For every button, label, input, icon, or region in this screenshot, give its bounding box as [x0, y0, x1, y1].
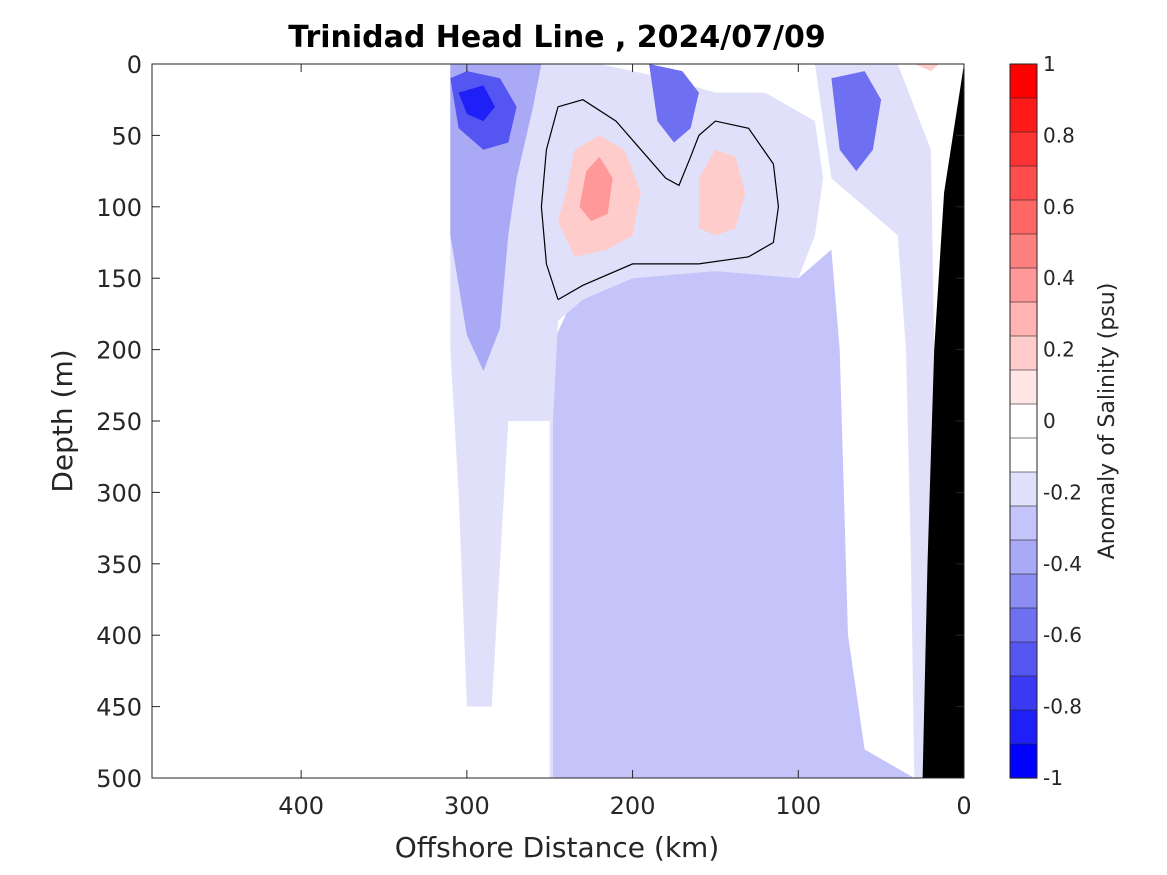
colorbar-tick-label: 0.8 [1043, 123, 1075, 147]
colorbar-tick-label: -0.8 [1043, 695, 1082, 719]
colorbar-level [1009, 335, 1038, 371]
contour-region-deep-slope-anomaly [549, 249, 915, 778]
colorbar-tick-label: -1 [1043, 766, 1063, 790]
contour-region-outer-weak-negative [450, 64, 824, 778]
colorbar-tick-label: -0.4 [1043, 552, 1082, 576]
contour-region-core-negative-mid [649, 64, 699, 143]
x-tick-label: 200 [610, 792, 656, 820]
colorbar-level [1009, 165, 1038, 201]
colorbar-level [1009, 607, 1038, 643]
y-tick-label: 350 [96, 551, 142, 579]
contour-region-positive-east [698, 149, 746, 236]
contour-region-positive-nearshore [914, 64, 940, 72]
colorbar-tick-label: 1 [1043, 52, 1056, 76]
y-axis-ticks: 0 50 100 150 200 250 300 350 400 450 500 [96, 51, 964, 793]
y-axis-label: Depth (m) [46, 349, 79, 492]
y-tick-label: 400 [96, 622, 142, 650]
colorbar: 1 0.8 0.6 0.4 0.2 0 -0.2 -0.4 -0.6 -0.8 -1 [1009, 52, 1082, 790]
colorbar-tick-label: -0.6 [1043, 623, 1082, 647]
colorbar-level [1009, 199, 1038, 235]
bathymetry-mask [922, 64, 964, 778]
colorbar-level [1009, 471, 1038, 507]
contour-region-coastal-weak-negative [814, 64, 935, 778]
zero-contour-line [540, 99, 780, 301]
chart-title: Trinidad Head Line , 2024/07/09 [288, 20, 825, 55]
y-tick-label: 100 [96, 194, 142, 222]
y-tick-label: 250 [96, 408, 142, 436]
colorbar-level [1009, 709, 1038, 745]
x-tick-label: 300 [444, 792, 490, 820]
colorbar-level [1009, 131, 1038, 167]
colorbar-tick-label: 0.2 [1043, 338, 1075, 362]
colorbar-tick-label: -0.2 [1043, 480, 1082, 504]
colorbar-tick-label: 0.4 [1043, 266, 1075, 290]
colorbar-level [1009, 743, 1038, 779]
colorbar-level [1009, 437, 1038, 473]
colorbar-level [1009, 267, 1038, 303]
x-axis-ticks: 400 300 200 100 0 [278, 64, 972, 820]
colorbar-tick-label: 0.6 [1043, 195, 1075, 219]
x-axis-label: Offshore Distance (km) [395, 831, 720, 864]
colorbar-label: Anomaly of Salinity (psu) [1095, 283, 1120, 560]
x-tick-label: 400 [278, 792, 324, 820]
y-tick-label: 50 [111, 122, 142, 150]
y-tick-label: 0 [127, 51, 142, 79]
colorbar-frame [1009, 63, 1038, 779]
y-tick-label: 300 [96, 479, 142, 507]
colorbar-level [1009, 675, 1038, 711]
colorbar-level [1009, 63, 1038, 99]
x-tick-label: 100 [775, 792, 821, 820]
y-tick-label: 500 [96, 765, 142, 793]
colorbar-level [1009, 641, 1038, 677]
colorbar-level [1009, 505, 1038, 541]
x-tick-label: 0 [956, 792, 971, 820]
colorbar-level [1009, 301, 1038, 337]
colorbar-level [1009, 539, 1038, 575]
colorbar-level [1009, 369, 1038, 405]
colorbar-level [1009, 233, 1038, 269]
colorbar-level [1009, 403, 1038, 439]
colorbar-level [1009, 573, 1038, 609]
y-tick-label: 450 [96, 694, 142, 722]
plot-area [151, 63, 965, 779]
contour-region-core-negative-west-deep [458, 85, 495, 122]
colorbar-tick-label: 0 [1043, 409, 1056, 433]
contour-region-core-negative-east [831, 71, 882, 172]
contour-region-positive-west-core [579, 156, 613, 222]
y-tick-label: 150 [96, 265, 142, 293]
y-tick-label: 200 [96, 337, 142, 365]
colorbar-level [1009, 97, 1038, 133]
